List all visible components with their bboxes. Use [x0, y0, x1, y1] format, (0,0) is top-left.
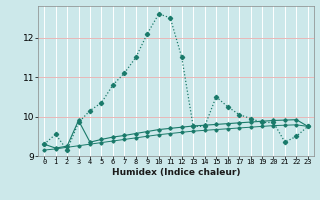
X-axis label: Humidex (Indice chaleur): Humidex (Indice chaleur) [112, 168, 240, 177]
